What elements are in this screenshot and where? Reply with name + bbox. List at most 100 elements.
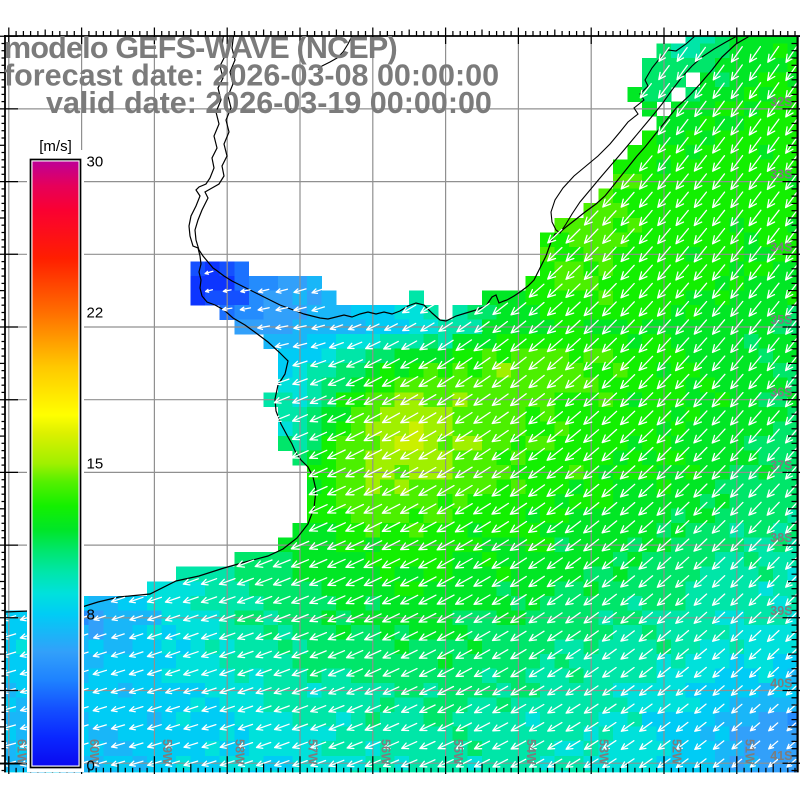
wind-arrow [547, 246, 563, 262]
wind-speed-cell [714, 363, 730, 379]
wind-speed-cell [642, 450, 657, 466]
wind-arrow [601, 556, 618, 570]
wind-speed-cell [714, 435, 730, 451]
wind-speed-cell [627, 552, 643, 568]
wind-arrow [748, 209, 762, 227]
wind-arrow [272, 595, 291, 605]
wind-speed-cell [627, 726, 643, 742]
wind-speed-cell [700, 145, 716, 160]
wind-speed-cell [612, 377, 628, 393]
wind-arrow [527, 520, 546, 534]
wind-speed-cell [336, 494, 352, 509]
wind-arrow [657, 136, 671, 154]
wind-arrow [602, 685, 617, 696]
wind-speed-cell [409, 668, 424, 684]
wind-arrow [310, 360, 327, 368]
wind-arrow [730, 46, 743, 63]
wind-speed-cell [700, 305, 716, 320]
wind-speed-cell [642, 523, 657, 538]
wind-speed-cell [671, 566, 687, 582]
wind-speed-cell [176, 668, 192, 684]
wind-arrow [656, 392, 672, 408]
wind-arrow [620, 301, 635, 317]
wind-arrow [381, 467, 401, 478]
wind-arrow [638, 155, 653, 172]
wind-speed-cell [394, 479, 410, 495]
wind-arrow [146, 724, 162, 731]
wind-arrow [528, 484, 546, 497]
wind-arrow [583, 283, 599, 299]
wind-arrow [473, 521, 491, 533]
wind-speed-cell [59, 770, 75, 773]
wind-arrow [546, 301, 563, 316]
wind-speed-cell [481, 566, 497, 582]
wind-arrow [711, 446, 726, 462]
colorbar-gradient [32, 161, 79, 766]
wind-speed-cell [743, 654, 759, 669]
wind-arrow [565, 667, 581, 678]
wind-arrow [474, 302, 490, 315]
wind-arrow [326, 485, 346, 496]
wind-arrow [327, 558, 346, 569]
wind-arrow [565, 740, 581, 750]
wind-arrow [730, 136, 744, 154]
wind-arrow [454, 594, 473, 605]
wind-speed-cell [714, 290, 730, 306]
wind-arrow [290, 559, 310, 568]
wind-speed-cell [540, 697, 556, 713]
wind-arrow [620, 337, 636, 353]
wind-arrow [639, 82, 652, 99]
wind-arrow [546, 319, 563, 335]
wind-arrow [528, 374, 545, 389]
wind-arrow [326, 540, 346, 550]
wind-arrow [183, 760, 199, 767]
wind-arrow [583, 630, 599, 642]
wind-arrow [473, 722, 491, 732]
wind-arrow [711, 373, 726, 390]
wind-speed-cell [743, 770, 759, 773]
wind-speed-cell [394, 508, 410, 524]
wind-arrow [509, 411, 527, 425]
wind-speed-cell [627, 363, 643, 379]
wind-arrow [418, 503, 437, 515]
wind-speed-cell [743, 188, 759, 204]
wind-arrow [694, 100, 707, 118]
wind-arrow [766, 82, 780, 100]
wind-arrow [565, 630, 581, 642]
wind-speed-cell [773, 305, 788, 320]
wind-arrow [748, 337, 762, 354]
wind-arrow [92, 760, 107, 767]
wind-arrow [766, 538, 780, 552]
wind-speed-cell [612, 770, 628, 773]
wind-speed-cell [598, 566, 614, 582]
wind-arrow [730, 100, 744, 118]
wind-arrow [382, 613, 400, 623]
wind-speed-cell [540, 275, 556, 291]
wind-arrow [602, 264, 617, 281]
wind-arrow [674, 501, 690, 516]
wind-speed-cell [263, 668, 279, 684]
wind-speed-cell [423, 770, 439, 773]
wind-speed-cell [540, 581, 556, 597]
wind-arrow [528, 703, 545, 714]
wind-arrow [546, 520, 564, 534]
wind-speed-cell [743, 290, 759, 306]
wind-speed-cell [671, 712, 687, 727]
wind-speed-cell [423, 581, 439, 597]
wind-arrow [731, 722, 743, 732]
wind-arrow [730, 246, 744, 263]
wind-arrow [767, 758, 779, 768]
wind-speed-cell [554, 770, 570, 773]
wind-arrow [619, 392, 636, 408]
wind-speed-cell [103, 624, 119, 640]
wind-speed-cell [700, 377, 716, 393]
wind-arrow [473, 576, 491, 587]
wind-arrow [674, 446, 690, 462]
wind-arrow [455, 649, 473, 660]
wind-speed-cell [336, 435, 352, 451]
wind-speed-cell [773, 552, 788, 568]
wind-speed-cell [540, 624, 556, 640]
wind-arrow [311, 287, 326, 295]
wind-arrow [510, 320, 527, 334]
